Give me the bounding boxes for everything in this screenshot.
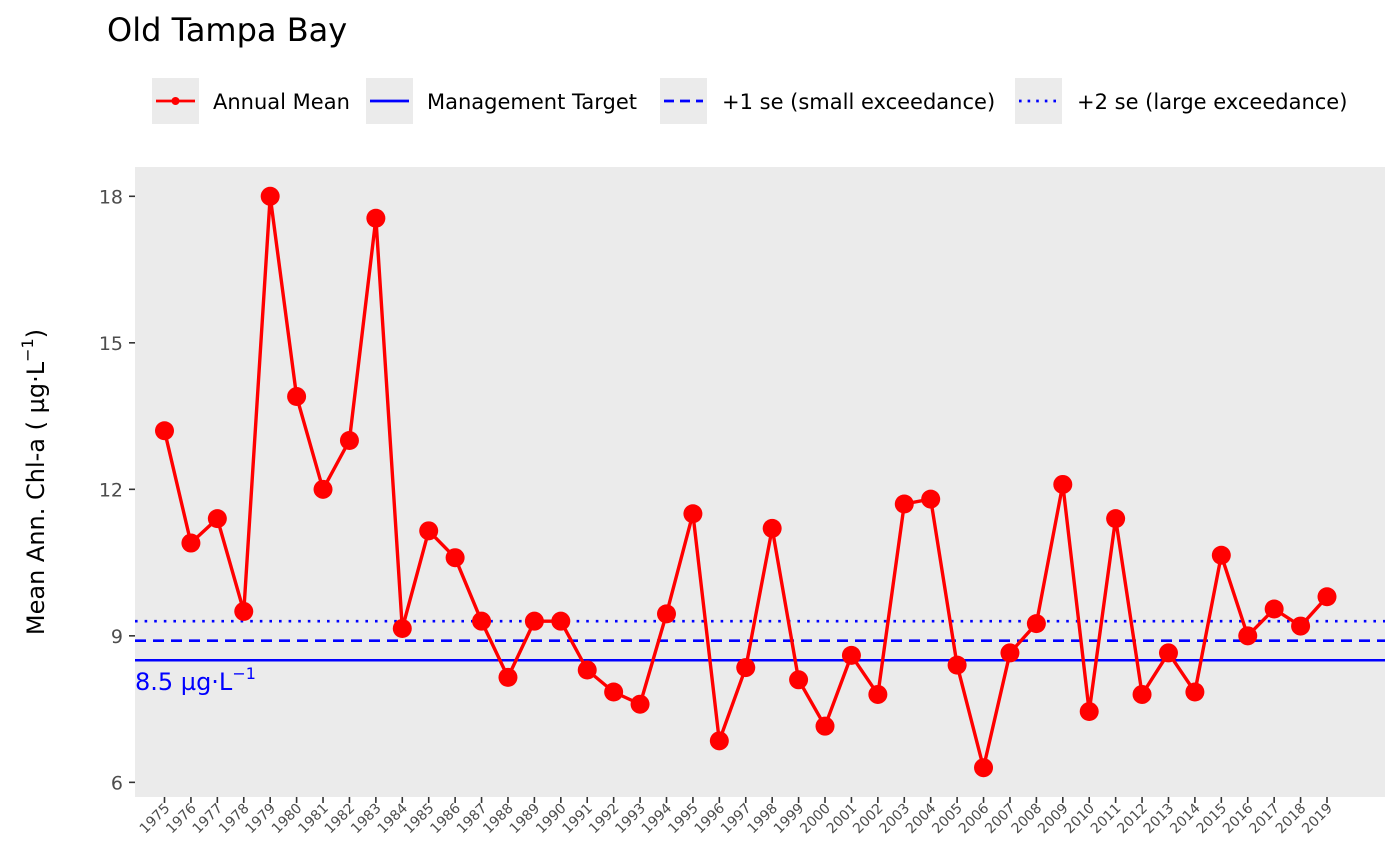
legend-label: Management Target: [427, 90, 637, 114]
data-point-1988: [498, 667, 518, 687]
chart-title: Old Tampa Bay: [107, 11, 347, 49]
data-point-2009: [1053, 474, 1073, 494]
legend: Annual Mean Management Target +1 se (small…: [152, 78, 1347, 124]
y-axis: 6 9 12 15 18: [99, 186, 135, 794]
data-point-1998: [762, 518, 782, 538]
data-point-2000: [815, 716, 835, 736]
data-point-1976: [181, 533, 201, 553]
legend-label: +2 se (large exceedance): [1077, 90, 1347, 114]
data-point-2006: [974, 758, 994, 778]
data-point-2003: [894, 494, 914, 514]
data-point-1996: [709, 731, 729, 751]
y-tick-label: 18: [99, 186, 123, 208]
y-axis-label: Mean Ann. Chl-a ( µg·L−1): [18, 329, 50, 635]
data-point-2018: [1291, 616, 1311, 636]
data-point-2012: [1132, 684, 1152, 704]
legend-label: +1 se (small exceedance): [722, 90, 995, 114]
data-point-2008: [1026, 614, 1046, 634]
legend-label: Annual Mean: [213, 90, 350, 114]
plot-panel: [135, 167, 1385, 797]
y-axis-label-close: ): [22, 329, 50, 338]
data-point-2013: [1158, 643, 1178, 663]
annotation-text: 8.5 µg·L: [135, 668, 233, 696]
data-point-1993: [630, 694, 650, 714]
data-point-2017: [1264, 599, 1284, 619]
data-point-1999: [789, 670, 809, 690]
data-point-1992: [604, 682, 624, 702]
y-tick-label: 15: [99, 333, 123, 355]
data-point-1984: [392, 619, 412, 639]
data-point-2001: [841, 645, 861, 665]
data-point-1986: [445, 548, 465, 568]
data-point-1977: [207, 509, 227, 529]
data-points: [155, 186, 1337, 778]
target-annotation: 8.5 µg·L−1: [135, 664, 256, 696]
data-point-2014: [1185, 682, 1205, 702]
data-point-2015: [1211, 545, 1231, 565]
data-point-1980: [287, 387, 307, 407]
reference-lines: [135, 619, 1385, 662]
y-axis-label-sup: −1: [18, 338, 37, 362]
data-point-1990: [551, 611, 571, 631]
data-point-2004: [921, 489, 941, 509]
data-point-2019: [1317, 587, 1337, 607]
legend-key-point: [171, 97, 180, 105]
data-point-2016: [1238, 626, 1258, 646]
data-point-1979: [260, 186, 280, 206]
data-point-1987: [472, 611, 492, 631]
data-point-2005: [947, 655, 967, 675]
data-point-1991: [577, 660, 597, 680]
data-point-1982: [339, 430, 359, 450]
data-point-1994: [656, 604, 676, 624]
y-tick-label: 12: [99, 479, 123, 501]
data-point-1978: [234, 601, 254, 621]
annotation-sup: −1: [232, 664, 256, 683]
y-axis-label-text: Mean Ann. Chl-a ( µg·L: [22, 361, 50, 635]
data-point-2011: [1106, 509, 1126, 529]
data-point-2007: [1000, 643, 1020, 663]
data-point-1989: [524, 611, 544, 631]
data-point-2002: [868, 684, 888, 704]
data-point-2010: [1079, 702, 1099, 722]
y-tick-label: 6: [111, 772, 123, 794]
x-tick-label: 2019: [1299, 801, 1336, 838]
data-point-1981: [313, 479, 333, 499]
data-point-1975: [155, 421, 174, 441]
y-tick-label: 9: [111, 626, 123, 648]
x-axis: 1975197619771978197919801981198219831984…: [137, 797, 1336, 837]
data-point-1995: [683, 504, 703, 524]
data-point-1985: [419, 521, 439, 541]
data-point-1997: [736, 658, 756, 678]
data-point-1983: [366, 208, 386, 228]
